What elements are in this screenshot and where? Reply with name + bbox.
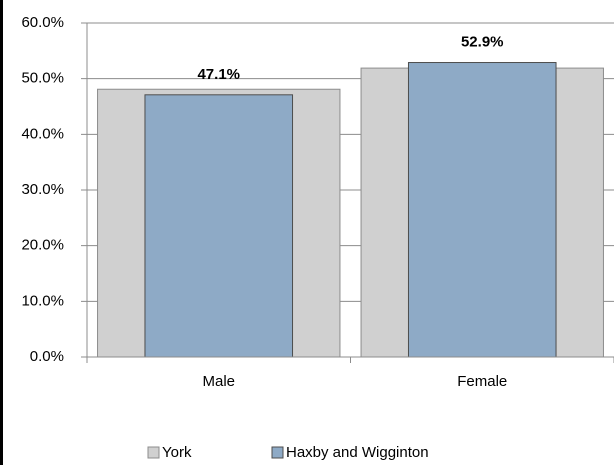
bar <box>144 94 294 358</box>
legend-swatch <box>147 446 160 459</box>
value-label: 47.1% <box>197 66 240 83</box>
left-edge <box>0 0 3 465</box>
legend-swatch <box>271 446 284 459</box>
y-tick-label: 60.0% <box>21 14 64 31</box>
y-tick-label: 20.0% <box>21 237 64 254</box>
bar <box>407 62 557 358</box>
y-tick-label: 50.0% <box>21 70 64 87</box>
x-tick-label: Male <box>202 373 235 390</box>
x-tick-label: Female <box>457 373 507 390</box>
y-tick-label: 30.0% <box>21 181 64 198</box>
legend-label: Haxby and Wigginton <box>286 444 429 461</box>
value-label: 52.9% <box>461 33 504 50</box>
y-tick-label: 40.0% <box>21 125 64 142</box>
y-tick-label: 10.0% <box>21 292 64 309</box>
y-tick-label: 0.0% <box>30 348 64 365</box>
legend-label: York <box>162 444 192 461</box>
